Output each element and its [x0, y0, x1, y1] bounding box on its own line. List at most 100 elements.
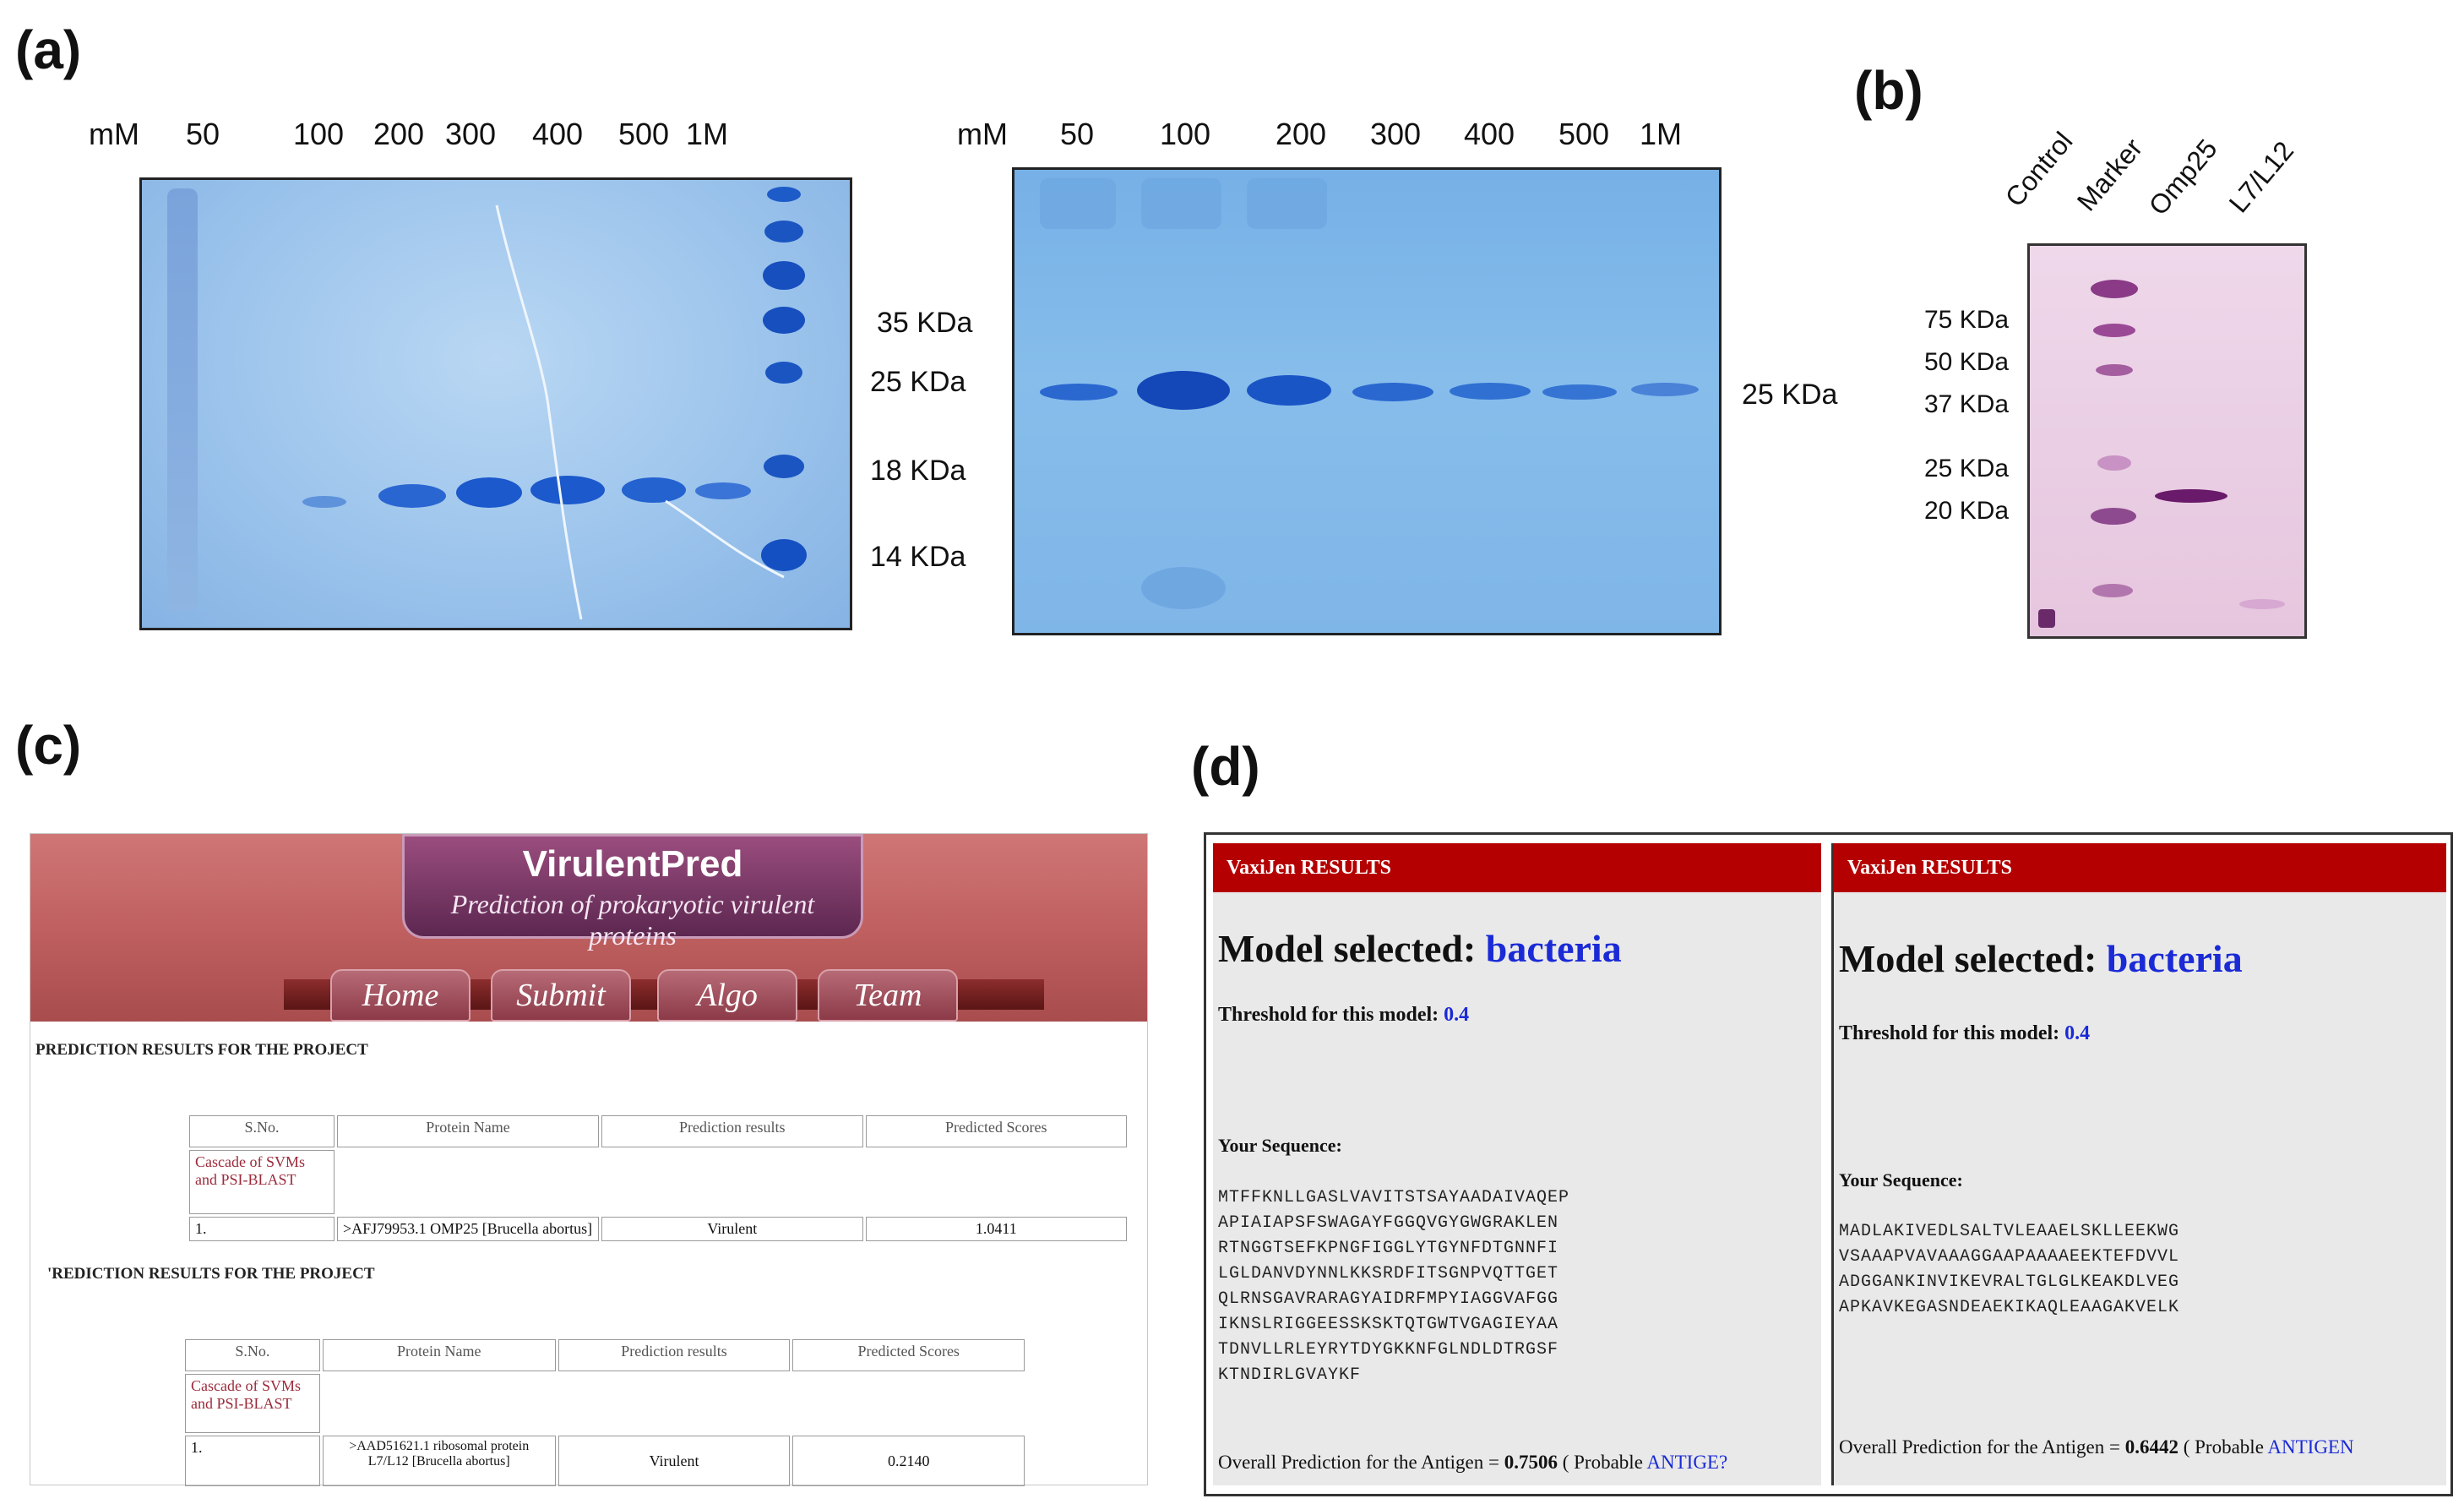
vp-tab-home[interactable]: Home [330, 969, 470, 1022]
vaxijen-model-value: bacteria [2106, 937, 2243, 980]
vp-col-header: Predicted Scores [792, 1339, 1025, 1371]
gel2-well-smear [1040, 178, 1116, 229]
vp-col-header: S.No. [185, 1339, 320, 1371]
vp-method-cell: Cascade of SVMs and PSI-BLAST [189, 1150, 335, 1214]
vp-col-header: Protein Name [337, 1115, 600, 1147]
gel2-lane-label: 500 [1558, 117, 1610, 151]
gel1-kda-label: 35 KDa [877, 307, 973, 339]
gel2-sample-band [1352, 383, 1433, 401]
vp-col-header: S.No. [189, 1115, 335, 1147]
vp-cell: >AFJ79953.1 OMP25 [Brucella abortus] [337, 1217, 600, 1241]
gel1-lane-label: 100 [292, 117, 345, 151]
gel2-lane-label: 400 [1463, 117, 1515, 151]
gel2-lane-label: 100 [1159, 117, 1211, 151]
vaxijen-overall-class: ANTIGE? [1646, 1452, 1728, 1473]
gel2-well-smear [1141, 178, 1221, 229]
vaxijen-bar: VaxiJen RESULTS [1213, 843, 1821, 892]
gel2-bottom-smear [1141, 567, 1226, 609]
vp-empty-cell [322, 1374, 1025, 1433]
panel-label-d: (d) [1191, 736, 1260, 797]
gel1-kda-label: 18 KDa [870, 455, 966, 487]
panel-label-a: (a) [15, 19, 82, 80]
gel1-sample-band [378, 484, 446, 508]
vaxijen-your-sequence: Your Sequence: [1839, 1169, 1963, 1191]
vaxijen-threshold-value: 0.4 [1444, 1004, 1470, 1026]
gel1-lane-label: 500 [617, 117, 670, 151]
vaxijen-overall-class: ANTIGEN [2267, 1436, 2354, 1458]
vp-result-heading: PREDICTION RESULTS FOR THE PROJECT [35, 1041, 368, 1059]
gel1-marker-band [765, 362, 802, 384]
vaxijen-overall-value: 0.6442 [2124, 1436, 2178, 1458]
panel-label-c: (c) [15, 715, 82, 776]
blot-kda-label: 20 KDa [1924, 497, 2010, 525]
blot-lane-label: Omp25 [2142, 133, 2223, 221]
vaxijen-model-label: Model selected: [1218, 927, 1477, 970]
vaxijen-sequence: MADLAKIVEDLSALTVLEAAELSKLLEEKWG VSAAAPVA… [1839, 1222, 2180, 1317]
gel1-lane-label: 1M [685, 117, 729, 151]
gel2-sample-band [1040, 384, 1118, 401]
panel-label-b: (b) [1854, 60, 1923, 121]
gel1-lane-label: 300 [444, 117, 497, 151]
vp-col-header: Predicted Scores [865, 1115, 1127, 1147]
blot-omp25-band [2155, 489, 2227, 503]
gel2-well-smear [1247, 178, 1327, 229]
blot-lane-label: Marker [2070, 132, 2149, 217]
gel1-kda-label: 14 KDa [870, 541, 966, 573]
virulentpred-screenshot: VirulentPred Prediction of prokaryotic v… [30, 833, 1148, 1486]
vp-cell: 1. [185, 1436, 320, 1486]
vaxijen-overall: Overall Prediction for the Antigen = 0.7… [1218, 1452, 1727, 1474]
vaxijen-screenshot: VaxiJen RESULTS Model selected: bacteria… [1204, 832, 2453, 1496]
blot-edge-mark [2038, 609, 2055, 628]
gel1-sample-band [622, 477, 686, 503]
gel1-marker-band [761, 539, 807, 571]
vp-col-header: Prediction results [558, 1339, 791, 1371]
gel1-sample-band [456, 477, 522, 508]
gel1-sample-band [530, 476, 605, 504]
gel2-sample-band [1631, 383, 1699, 396]
gel1-lane-label: 200 [373, 117, 425, 151]
vp-col-header: Protein Name [322, 1339, 556, 1371]
vp-tab-team[interactable]: Team [818, 969, 958, 1022]
blot-kda-label: 50 KDa [1924, 348, 2010, 376]
blot-kda-label: 37 KDa [1924, 390, 2010, 418]
gel2-kda-label: 25 KDa [1742, 379, 1838, 411]
vaxijen-threshold-value: 0.4 [2064, 1022, 2091, 1044]
blot-marker-band [2096, 364, 2133, 376]
gel2-lane-label: 50 [1059, 117, 1095, 151]
gel2-image [1012, 167, 1722, 635]
gel2-lane-unit: mM [957, 117, 1008, 151]
gel2-sample-band [1137, 371, 1230, 410]
vaxijen-overall-label: Overall Prediction for the Antigen = [1218, 1452, 1504, 1473]
vaxijen-threshold-label: Threshold for this model: [1218, 1004, 1439, 1026]
gel1-lane-unit: mM [89, 117, 139, 151]
vp-tab-submit[interactable]: Submit [491, 969, 631, 1022]
gel1-marker-band [764, 455, 804, 478]
vaxijen-panel-right: VaxiJen RESULTS Model selected: bacteria… [1831, 843, 2446, 1485]
vaxijen-model-value: bacteria [1485, 927, 1622, 970]
vp-title: VirulentPred [522, 843, 743, 885]
vaxijen-bar: VaxiJen RESULTS [1834, 843, 2446, 892]
blot-marker-band [2097, 455, 2131, 471]
gel2-sample-band [1542, 384, 1617, 400]
blot-marker-band [2093, 324, 2135, 337]
blot-image [2027, 243, 2307, 639]
vp-result-table-2: S.No. Protein Name Prediction results Pr… [182, 1337, 1027, 1489]
vp-cell: >AAD51621.1 ribosomal protein L7/L12 [Br… [322, 1436, 556, 1486]
gel2-lane-label: 200 [1275, 117, 1327, 151]
vaxijen-panel-left: VaxiJen RESULTS Model selected: bacteria… [1213, 843, 1821, 1485]
vp-header: VirulentPred Prediction of prokaryotic v… [30, 834, 1147, 1022]
vp-method-cell: Cascade of SVMs and PSI-BLAST [185, 1374, 320, 1433]
gel1-marker-band [763, 307, 805, 334]
vp-tab-algo[interactable]: Algo [657, 969, 797, 1022]
vp-cell: Virulent [558, 1436, 791, 1486]
vaxijen-model: Model selected: bacteria [1218, 926, 1622, 971]
gel2-lane-label: 300 [1369, 117, 1422, 151]
blot-kda-label: 25 KDa [1924, 455, 2010, 482]
vp-empty-cell [337, 1150, 1127, 1214]
blot-marker-band [2092, 584, 2133, 597]
blot-lane-label: Control [1999, 126, 2079, 213]
vp-col-header: Prediction results [601, 1115, 863, 1147]
blot-marker-band [2091, 280, 2138, 298]
gel1-lane-label: 400 [531, 117, 584, 151]
gel1-marker-band [767, 187, 801, 202]
